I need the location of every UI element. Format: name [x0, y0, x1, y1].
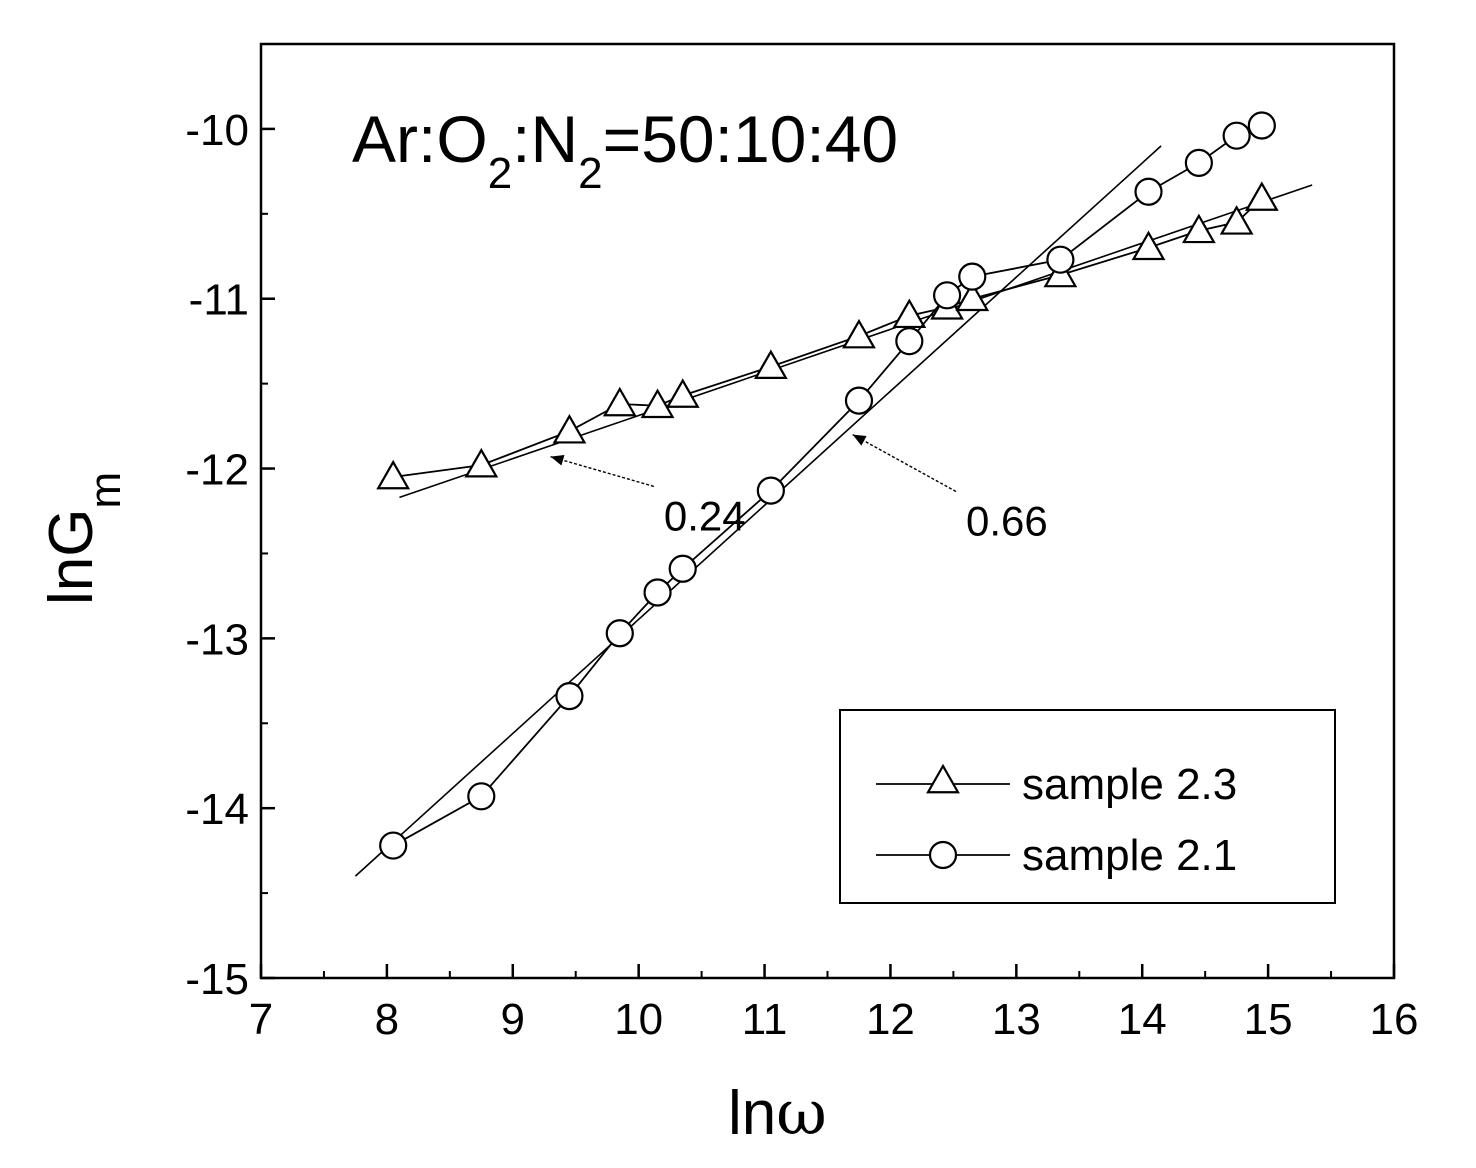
legend-marker	[928, 840, 958, 870]
x-tick-label: 11	[742, 995, 788, 1044]
data-point	[605, 619, 634, 648]
data-point	[1219, 205, 1254, 235]
annotation-arrow	[550, 455, 655, 488]
data-point	[665, 378, 700, 408]
legend: sample 2.3 sample 2.1	[839, 709, 1336, 904]
y-tick-label: -12	[185, 446, 249, 495]
data-point	[467, 782, 496, 811]
data-point	[955, 281, 990, 312]
legend-item: sample 2.1	[876, 831, 1237, 880]
y-tick-label: -13	[185, 615, 249, 664]
x-axis-title: lnω	[728, 1076, 827, 1149]
y-tick-label: -15	[185, 955, 249, 1004]
data-point	[842, 318, 876, 349]
x-tick-label: 12	[866, 995, 915, 1044]
data-point	[753, 349, 788, 380]
data-point	[892, 298, 927, 329]
x-tick-label: 13	[992, 995, 1041, 1044]
data-point	[376, 459, 411, 490]
data-point	[555, 682, 584, 711]
fit-line	[354, 145, 1162, 877]
annotation-arrowhead	[852, 434, 867, 446]
data-point	[1222, 121, 1251, 150]
data-point	[958, 262, 987, 291]
x-tick-label: 7	[249, 995, 273, 1044]
data-point	[640, 388, 675, 419]
data-point	[602, 386, 637, 417]
data-point	[552, 413, 587, 444]
data-point	[1184, 148, 1213, 177]
legend-label: sample 2.1	[1022, 831, 1237, 880]
annotation-arrowhead	[550, 454, 565, 466]
legend-item: sample 2.3	[876, 760, 1237, 809]
x-tick-label: 10	[614, 995, 663, 1044]
data-series	[376, 111, 1279, 860]
data-point	[932, 281, 962, 310]
annotation-label: 0.24	[664, 492, 746, 539]
annotation-label: 0.66	[966, 497, 1048, 544]
data-point	[1244, 181, 1279, 211]
x-tick-label: 14	[1118, 995, 1167, 1044]
data-point	[1134, 177, 1163, 206]
series-line	[393, 197, 1263, 478]
series-circle	[379, 111, 1276, 860]
legend-label: sample 2.3	[1022, 760, 1237, 809]
annotation-arrow	[852, 433, 957, 493]
y-tick-label: -14	[185, 785, 249, 834]
series-triangle	[376, 181, 1279, 490]
y-tick-label: -11	[189, 276, 249, 325]
annotations: 0.24 0.66	[550, 433, 1048, 544]
series-line	[392, 124, 1263, 847]
y-tick-label: -10	[185, 106, 249, 155]
chart-title: Ar:O2:N2=50:10:40	[352, 102, 898, 198]
data-point	[1247, 111, 1276, 140]
data-point	[1181, 213, 1216, 244]
x-tick-label: 16	[1370, 995, 1419, 1044]
data-point	[379, 831, 408, 860]
data-point	[844, 386, 874, 415]
data-point	[1046, 245, 1075, 274]
x-tick-label: 8	[375, 995, 399, 1044]
y-axis-title: lnGm	[37, 472, 130, 605]
y-axis-ticks: -15 -14 -13 -12 -11 -10	[185, 43, 275, 1004]
data-point	[668, 554, 697, 583]
legend-box	[839, 709, 1336, 904]
x-axis-ticks: 7 8 9 10 11 12 13 14 15 16	[249, 964, 1419, 1044]
data-point	[1131, 230, 1166, 261]
x-tick-label: 9	[501, 995, 525, 1044]
data-point	[895, 327, 924, 356]
data-point	[464, 447, 499, 478]
x-tick-label: 15	[1244, 995, 1293, 1044]
data-point	[643, 578, 672, 607]
data-point	[756, 476, 785, 505]
legend-marker	[926, 763, 960, 794]
